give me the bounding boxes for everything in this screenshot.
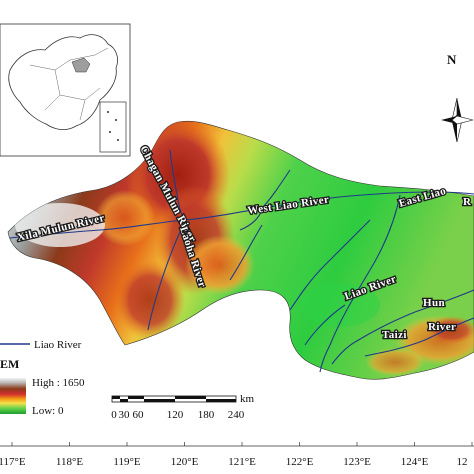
legend-low-label: Low: 0 (32, 405, 64, 417)
scale-tick-label: 30 (119, 409, 131, 421)
north-arrow-label: N (447, 52, 457, 67)
inset-province-lines (29, 47, 109, 121)
legend-color-ramp (0, 378, 26, 414)
taizi-river-line (364, 317, 474, 357)
tributary-line (261, 169, 291, 209)
longitude-tick-label: 123°E (343, 456, 371, 468)
scale-tick-label: 60 (133, 409, 145, 421)
legend: Liao River EM High : 1650 Low: 0 (0, 339, 85, 417)
inset-map (0, 23, 131, 157)
river-label-taizi-suffix: River (428, 321, 456, 333)
legend-high-label: High : 1650 (32, 377, 85, 389)
scale-tick-label: 240 (228, 409, 245, 421)
inset-islands (107, 111, 119, 141)
scale-tick-label: 0 (111, 409, 117, 421)
longitude-tick-label: 121°E (228, 456, 256, 468)
china-outline-icon (8, 34, 118, 130)
longitude-tick-label: 120°E (171, 456, 199, 468)
longitude-tick-label: 124°E (401, 456, 429, 468)
river-network (9, 149, 474, 373)
inset-south-sea-box (99, 101, 127, 153)
tributary-line (304, 304, 346, 346)
longitude-tick-label: 119°E (113, 456, 140, 468)
scale-tick-label: 120 (167, 409, 184, 421)
river-label-right-edge: R (463, 196, 472, 208)
xila-mulun-river-line (9, 191, 474, 239)
scale-tick-label: 180 (198, 409, 215, 421)
liao-river-line (319, 194, 401, 373)
scale-bar (111, 395, 237, 403)
river-label-taizi: Taizi (382, 329, 407, 341)
dem-basin (7, 120, 474, 380)
tributary-line (239, 209, 263, 231)
river-label-hun: Hun (423, 297, 445, 309)
laoha-river-line (147, 221, 186, 331)
tributary-line (229, 224, 263, 281)
scale-tick-labels: 0 30 60 120 180 240 (111, 409, 245, 421)
legend-river-label: Liao River (34, 339, 82, 351)
inset-study-area (71, 57, 91, 73)
legend-title: EM (0, 357, 19, 371)
scale-unit: km (240, 393, 255, 405)
longitude-tick-label: 122°E (286, 456, 314, 468)
hun-river-line (331, 289, 474, 365)
longitude-tick-label: 118°E (56, 456, 83, 468)
longitude-tick-label: 12 (457, 456, 468, 468)
chagan-mulun-river-line (169, 149, 187, 222)
longitude-axis: 117°E 118°E 119°E 120°E 121°E 122°E 123°E 124°E… (0, 442, 473, 468)
tributary-line (289, 219, 371, 311)
north-arrow-icon (441, 97, 474, 143)
longitude-tick-label: 117°E (0, 456, 26, 468)
